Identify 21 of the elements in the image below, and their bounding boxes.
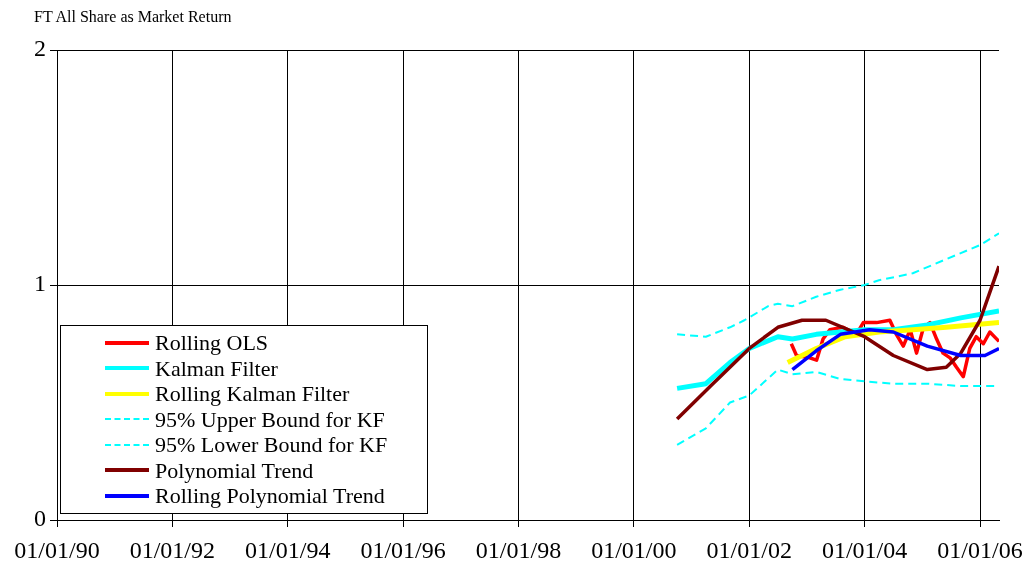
x-tick-label: 01/01/90: [14, 536, 100, 563]
y-tick-label: 0: [34, 505, 46, 532]
x-tick-label: 01/01/94: [245, 536, 331, 563]
y-tick-label: 2: [34, 35, 46, 62]
legend-label: Rolling Kalman Filter: [155, 381, 350, 407]
x-tick-label: 01/01/00: [591, 536, 677, 563]
legend-label: Kalman Filter: [155, 355, 278, 381]
legend-label: 95% Lower Bound for KF: [155, 432, 388, 458]
x-tick-label: 01/01/06: [937, 536, 1023, 563]
x-tick-label: 01/01/04: [821, 536, 908, 563]
chart-title: FT All Share as Market Return: [34, 8, 232, 26]
legend-label: Polynomial Trend: [155, 457, 314, 483]
legend-label: Rolling Polynomial Trend: [155, 483, 385, 509]
x-tick-label: 01/01/02: [706, 536, 792, 563]
x-tick-label: 01/01/92: [129, 536, 215, 563]
x-tick-label: 01/01/98: [475, 536, 562, 563]
y-tick-label: 1: [34, 270, 46, 297]
x-tick-label: 01/01/96: [360, 536, 446, 563]
legend-label: 95% Upper Bound for KF: [155, 406, 385, 432]
line-series: [676, 232, 999, 338]
legend-label: Rolling OLS: [155, 330, 269, 356]
